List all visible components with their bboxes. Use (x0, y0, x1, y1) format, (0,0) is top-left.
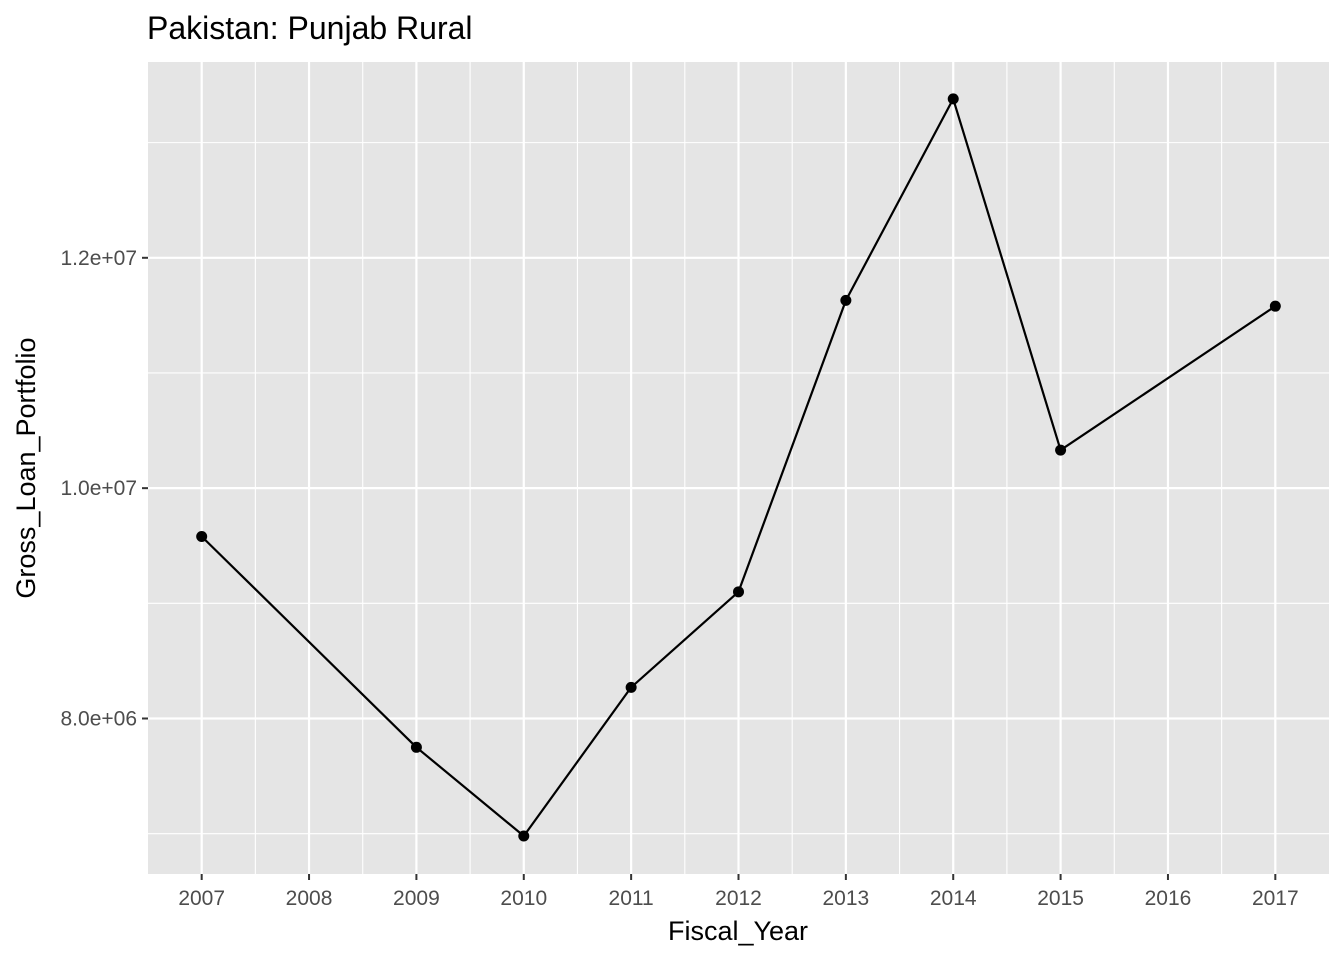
x-tick-label: 2007 (178, 887, 225, 910)
x-tick-label: 2008 (286, 887, 333, 910)
x-tick-label: 2015 (1037, 887, 1084, 910)
x-tick-label: 2012 (715, 887, 762, 910)
y-tick-label: 1.0e+07 (61, 477, 138, 500)
x-tick-label: 2011 (609, 887, 654, 910)
x-tick-label: 2014 (930, 887, 977, 910)
data-point (733, 586, 744, 598)
y-axis: 8.0e+06 1.0e+07 1.2e+07 (61, 247, 148, 731)
series-layer (196, 93, 1281, 842)
x-axis: 2007 2008 2009 2010 2011 2012 2013 2014 2015 2016… (178, 874, 1299, 910)
data-point (840, 294, 852, 306)
x-tick-label: 2016 (1145, 887, 1192, 910)
x-axis-title: Fiscal_Year (668, 916, 808, 946)
x-tick-label: 2009 (393, 887, 440, 910)
grid-major (148, 62, 1329, 874)
x-tick-label: 2010 (500, 887, 547, 910)
data-point (625, 681, 637, 693)
x-tick-label: 2017 (1252, 887, 1299, 910)
data-point (410, 741, 422, 753)
y-axis-title: Gross_Loan_Portfolio (11, 337, 41, 598)
chart-title: Pakistan: Punjab Rural (147, 10, 473, 46)
data-point (947, 93, 959, 105)
x-tick-label: 2013 (823, 887, 870, 910)
data-point (518, 830, 530, 842)
data-point (1269, 300, 1281, 312)
y-tick-label: 8.0e+06 (61, 708, 138, 731)
y-tick-label: 1.2e+07 (61, 247, 138, 270)
data-point (1055, 444, 1067, 456)
data-point (196, 531, 208, 543)
